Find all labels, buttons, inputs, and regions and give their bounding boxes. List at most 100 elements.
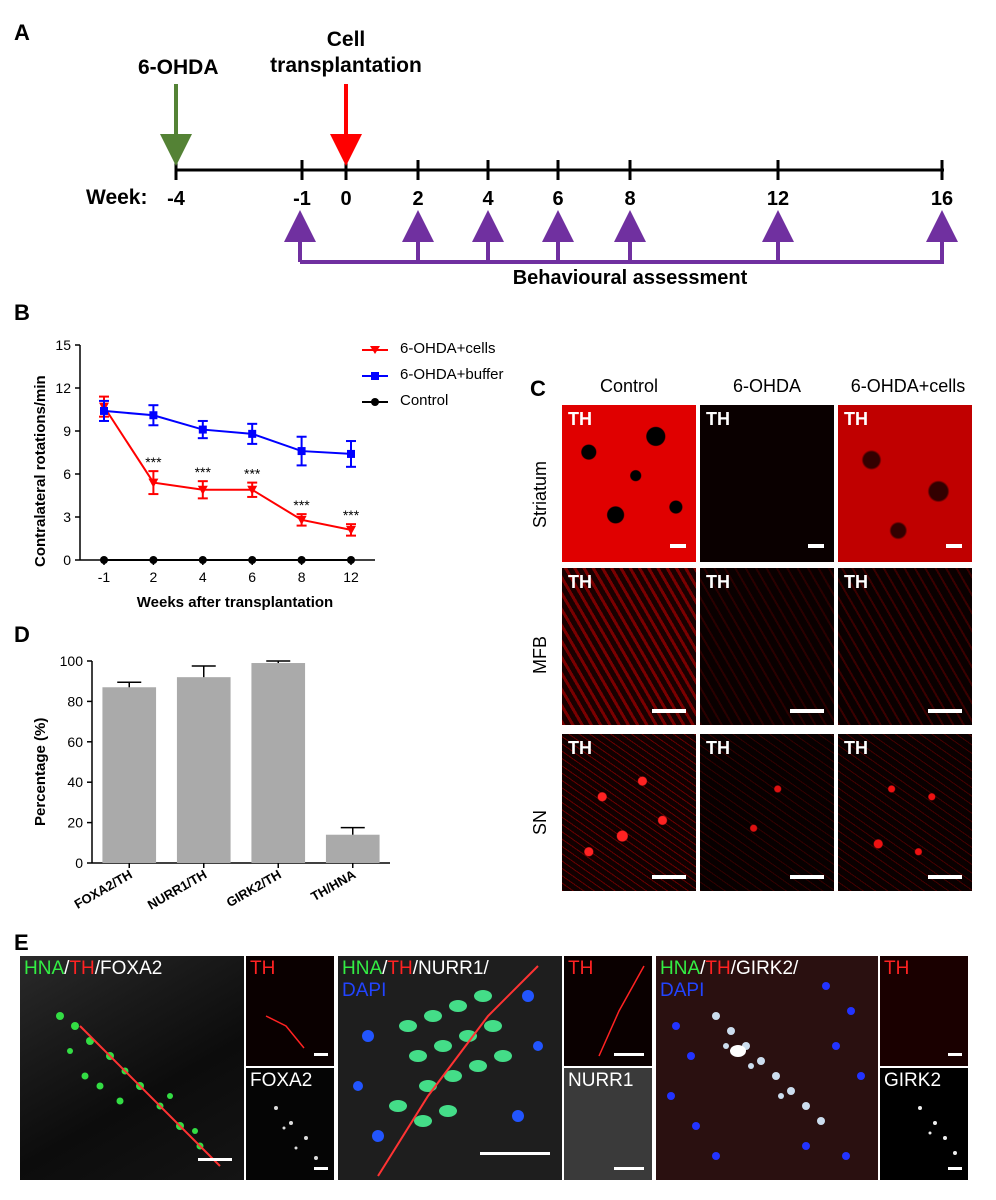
legend-label: Control bbox=[400, 392, 449, 409]
row-label: SN bbox=[530, 809, 550, 835]
scale-bar bbox=[314, 1053, 328, 1056]
bar bbox=[176, 677, 231, 863]
x-tick-label: 4 bbox=[199, 569, 207, 585]
th-image-foxa2: TH bbox=[246, 956, 334, 1066]
y-tick-label: 0 bbox=[75, 855, 83, 871]
week-tick: 2 bbox=[412, 188, 424, 210]
stain-label: TH bbox=[568, 409, 592, 429]
panel-label-d: D bbox=[14, 622, 30, 647]
data-point bbox=[149, 556, 158, 564]
legend-label: 6-OHDA+buffer bbox=[400, 366, 504, 383]
significance-label: *** bbox=[195, 464, 212, 480]
week-tick: 12 bbox=[766, 188, 790, 210]
girk2-label: GIRK2 bbox=[884, 1070, 942, 1091]
scale-bar bbox=[314, 1167, 328, 1170]
panel-label-a: A bbox=[14, 20, 30, 45]
data-point bbox=[247, 485, 258, 495]
micrograph-sn-control: TH bbox=[562, 734, 696, 891]
panel-label-b: B bbox=[14, 300, 30, 325]
nurr1-image: NURR1 bbox=[564, 1068, 652, 1180]
panel-label-c: C bbox=[530, 376, 546, 401]
legend-entry: 6-OHDA+buffer bbox=[360, 364, 520, 390]
data-point bbox=[248, 556, 257, 564]
legend-label: 6-OHDA+cells bbox=[400, 340, 496, 357]
timeline-diagram bbox=[160, 84, 958, 264]
scale-bar bbox=[652, 875, 686, 879]
percentage-bar-chart: 0 20 40 60 80 100 FOXA2/TH NURR1/TH GIRK2/TH TH/H… bbox=[60, 653, 390, 912]
data-point bbox=[346, 525, 356, 535]
x-tick-label: 8 bbox=[298, 569, 306, 585]
rotation-line-chart: 0 3 6 9 12 15 -1 2 4 6 8 12 *** *** *** *** *** bbox=[55, 337, 375, 585]
y-tick-label: 0 bbox=[63, 552, 71, 568]
channel-label: TH bbox=[387, 958, 413, 979]
week-tick: 0 bbox=[340, 188, 352, 210]
column-label: 6-OHDA bbox=[732, 376, 801, 396]
column-label: Control bbox=[599, 376, 659, 396]
chart-b-xlabel: Weeks after transplantation bbox=[136, 594, 334, 611]
transplant-label-line1: Cell bbox=[326, 28, 366, 51]
data-point bbox=[347, 449, 355, 458]
channel-label: HNA bbox=[660, 958, 701, 979]
merged-label: HNA/TH/FOXA2 bbox=[24, 958, 162, 980]
column-label: 6-OHDA+cells bbox=[850, 376, 966, 396]
series-6-ohda-cells: *** *** *** *** *** bbox=[99, 395, 360, 537]
stain-label: TH bbox=[568, 572, 592, 592]
data-point bbox=[100, 556, 108, 564]
chart-b-legend: 6-OHDA+cells 6-OHDA+buffer Control bbox=[360, 338, 520, 416]
scale-bar bbox=[928, 709, 962, 713]
week-tick: 8 bbox=[624, 188, 636, 210]
merged-label: HNA/TH/NURR1/ DAPI bbox=[342, 958, 489, 1002]
th-image-nurr1: TH bbox=[564, 956, 652, 1066]
channel-separator: / bbox=[382, 958, 388, 979]
significance-label: *** bbox=[145, 454, 162, 470]
stain-label: TH bbox=[706, 572, 730, 592]
micrograph-striatum-control: TH bbox=[562, 405, 696, 562]
channel-label: DAPI bbox=[342, 980, 387, 1001]
data-point bbox=[248, 429, 257, 438]
data-point bbox=[296, 515, 307, 525]
merged-label: HNA/TH/GIRK2/ DAPI bbox=[660, 958, 798, 1002]
scale-bar bbox=[790, 709, 824, 713]
micrograph-mfb-6ohda: TH bbox=[700, 568, 834, 725]
panel-label-e: E bbox=[14, 930, 29, 955]
significance-label: *** bbox=[244, 466, 261, 482]
data-point bbox=[198, 425, 207, 434]
week-tick: 4 bbox=[482, 188, 494, 210]
x-tick-label: 2 bbox=[150, 569, 158, 585]
channel-label: /FOXA2 bbox=[94, 958, 163, 979]
y-tick-label: 9 bbox=[63, 423, 71, 439]
merged-image-nurr1: HNA/TH/NURR1/ DAPI bbox=[338, 956, 562, 1180]
scale-bar bbox=[670, 544, 686, 548]
week-tick: 6 bbox=[552, 188, 564, 210]
channel-separator: / bbox=[64, 958, 70, 979]
scale-bar bbox=[808, 544, 824, 548]
timeline-ticks bbox=[174, 160, 944, 180]
y-tick-label: 60 bbox=[67, 734, 83, 750]
th-label: TH bbox=[568, 958, 594, 979]
micrograph-mfb-control: TH bbox=[562, 568, 696, 725]
micrograph-striatum-6ohda: TH bbox=[700, 405, 834, 562]
scale-bar bbox=[614, 1167, 644, 1170]
nurr1-label: NURR1 bbox=[568, 1070, 634, 1091]
micrograph-striatum-cells: TH bbox=[838, 405, 972, 562]
stain-label: TH bbox=[844, 572, 868, 592]
channel-label: TH bbox=[69, 958, 95, 979]
scale-bar bbox=[198, 1158, 232, 1161]
scale-bar bbox=[652, 709, 686, 713]
th-image-girk2: TH bbox=[880, 956, 968, 1066]
week-tick: 16 bbox=[930, 188, 954, 210]
bar bbox=[325, 834, 380, 863]
data-point bbox=[148, 478, 159, 488]
y-tick-label: 20 bbox=[67, 815, 83, 831]
stain-label: TH bbox=[706, 738, 730, 758]
scale-bar bbox=[790, 875, 824, 879]
chart-d-ylabel: Percentage (%) bbox=[32, 717, 49, 826]
x-tick-label: 6 bbox=[248, 569, 256, 585]
micrograph-mfb-cells: TH bbox=[838, 568, 972, 725]
data-point bbox=[149, 411, 158, 420]
girk2-image: GIRK2 bbox=[880, 1068, 968, 1180]
data-point bbox=[100, 406, 108, 415]
foxa2-label: FOXA2 bbox=[250, 1070, 313, 1091]
lesion-label: 6-OHDA bbox=[138, 56, 219, 79]
scale-bar bbox=[948, 1053, 962, 1056]
